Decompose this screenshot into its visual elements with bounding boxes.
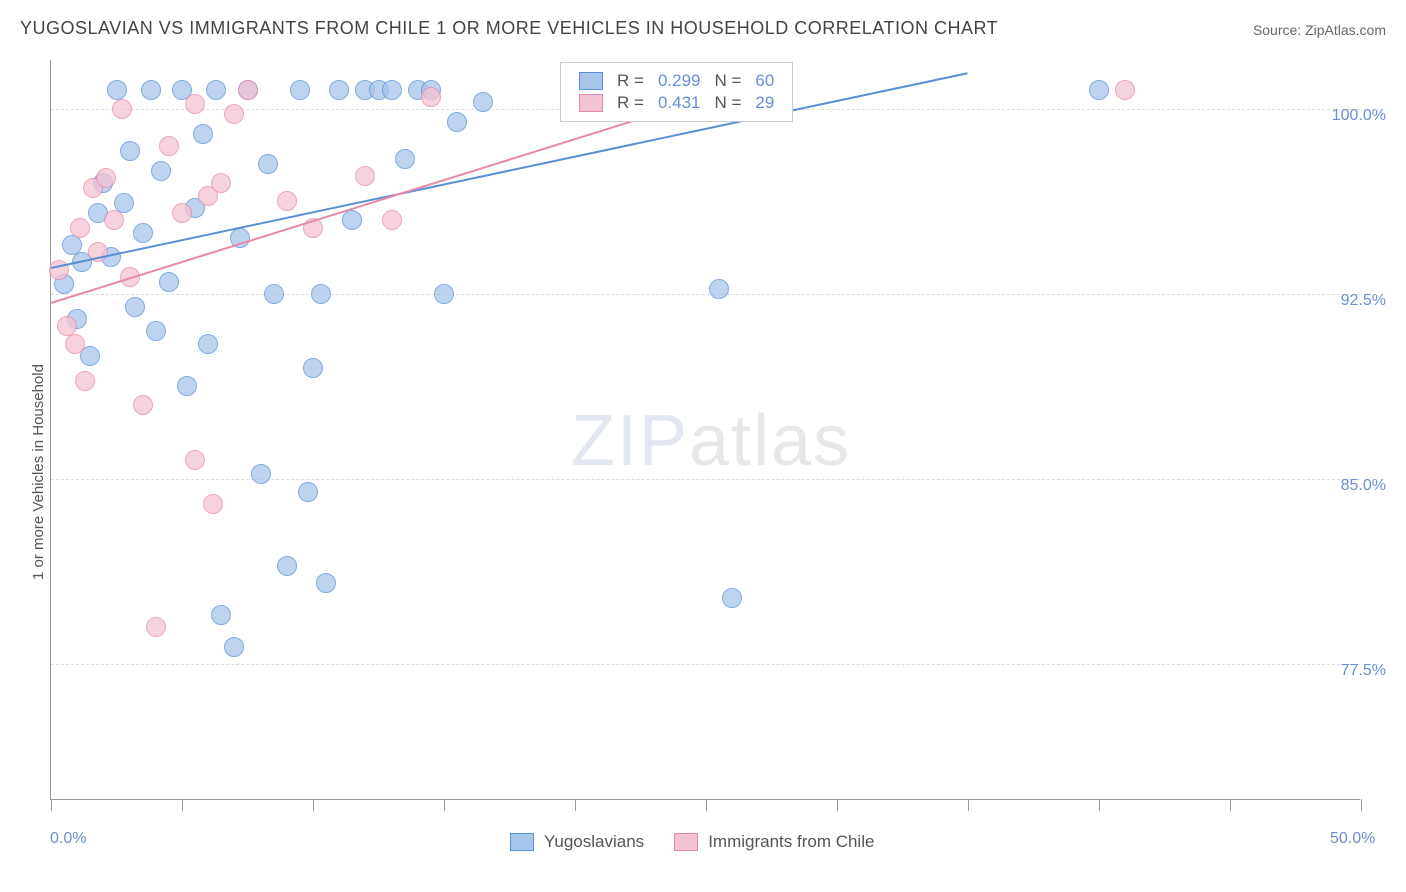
- stats-legend-box: R =0.299N =60R =0.431N =29: [560, 62, 793, 122]
- gridline: [51, 664, 1360, 665]
- y-tick-label: 100.0%: [1332, 107, 1386, 125]
- data-point: [70, 218, 90, 238]
- data-point: [1089, 80, 1109, 100]
- data-point: [151, 161, 171, 181]
- x-tick: [51, 799, 52, 811]
- data-point: [211, 605, 231, 625]
- gridline: [51, 294, 1360, 295]
- series-legend: Yugoslavians Immigrants from Chile: [510, 832, 874, 852]
- data-point: [447, 112, 467, 132]
- x-tick: [1361, 799, 1362, 811]
- data-point: [224, 637, 244, 657]
- data-point: [75, 371, 95, 391]
- y-tick-label: 85.0%: [1341, 477, 1386, 495]
- data-point: [277, 556, 297, 576]
- data-point: [342, 210, 362, 230]
- data-point: [238, 80, 258, 100]
- data-point: [146, 321, 166, 341]
- data-point: [303, 358, 323, 378]
- x-tick-label: 50.0%: [1330, 830, 1375, 848]
- x-tick: [1230, 799, 1231, 811]
- data-point: [355, 166, 375, 186]
- data-point: [211, 173, 231, 193]
- data-point: [96, 168, 116, 188]
- data-point: [185, 450, 205, 470]
- data-point: [159, 272, 179, 292]
- data-point: [65, 334, 85, 354]
- x-tick: [444, 799, 445, 811]
- watermark: ZIPatlas: [571, 400, 851, 482]
- x-tick-label: 0.0%: [50, 830, 86, 848]
- data-point: [264, 284, 284, 304]
- data-point: [112, 99, 132, 119]
- data-point: [329, 80, 349, 100]
- chart-title: YUGOSLAVIAN VS IMMIGRANTS FROM CHILE 1 O…: [20, 18, 998, 39]
- y-tick-label: 77.5%: [1341, 662, 1386, 680]
- data-point: [146, 617, 166, 637]
- data-point: [298, 482, 318, 502]
- legend-swatch: [579, 72, 603, 90]
- data-point: [382, 80, 402, 100]
- data-point: [277, 191, 297, 211]
- data-point: [290, 80, 310, 100]
- y-tick-label: 92.5%: [1341, 292, 1386, 310]
- data-point: [316, 573, 336, 593]
- plot-area: ZIPatlas: [50, 60, 1360, 800]
- x-tick: [313, 799, 314, 811]
- x-tick: [968, 799, 969, 811]
- legend-item: Immigrants from Chile: [674, 832, 874, 852]
- data-point: [185, 94, 205, 114]
- data-point: [206, 80, 226, 100]
- correlation-chart: YUGOSLAVIAN VS IMMIGRANTS FROM CHILE 1 O…: [0, 0, 1406, 892]
- data-point: [311, 284, 331, 304]
- data-point: [224, 104, 244, 124]
- legend-swatch: [579, 94, 603, 112]
- x-tick: [837, 799, 838, 811]
- data-point: [203, 494, 223, 514]
- data-point: [80, 346, 100, 366]
- x-tick: [182, 799, 183, 811]
- stats-row: R =0.299N =60: [579, 71, 774, 91]
- data-point: [434, 284, 454, 304]
- source-attribution: Source: ZipAtlas.com: [1253, 22, 1386, 38]
- legend-item: Yugoslavians: [510, 832, 644, 852]
- data-point: [198, 334, 218, 354]
- data-point: [159, 136, 179, 156]
- x-tick: [575, 799, 576, 811]
- legend-label: Yugoslavians: [544, 832, 644, 852]
- data-point: [133, 223, 153, 243]
- stats-row: R =0.431N =29: [579, 93, 774, 113]
- legend-swatch: [510, 833, 534, 851]
- data-point: [395, 149, 415, 169]
- data-point: [382, 210, 402, 230]
- data-point: [421, 87, 441, 107]
- data-point: [251, 464, 271, 484]
- data-point: [133, 395, 153, 415]
- data-point: [141, 80, 161, 100]
- data-point: [193, 124, 213, 144]
- data-point: [120, 141, 140, 161]
- data-point: [125, 297, 145, 317]
- y-axis-label: 1 or more Vehicles in Household: [30, 364, 47, 580]
- x-tick: [706, 799, 707, 811]
- data-point: [722, 588, 742, 608]
- data-point: [177, 376, 197, 396]
- data-point: [107, 80, 127, 100]
- data-point: [258, 154, 278, 174]
- gridline: [51, 479, 1360, 480]
- data-point: [104, 210, 124, 230]
- legend-swatch: [674, 833, 698, 851]
- data-point: [1115, 80, 1135, 100]
- data-point: [709, 279, 729, 299]
- data-point: [473, 92, 493, 112]
- x-tick: [1099, 799, 1100, 811]
- data-point: [172, 203, 192, 223]
- legend-label: Immigrants from Chile: [708, 832, 874, 852]
